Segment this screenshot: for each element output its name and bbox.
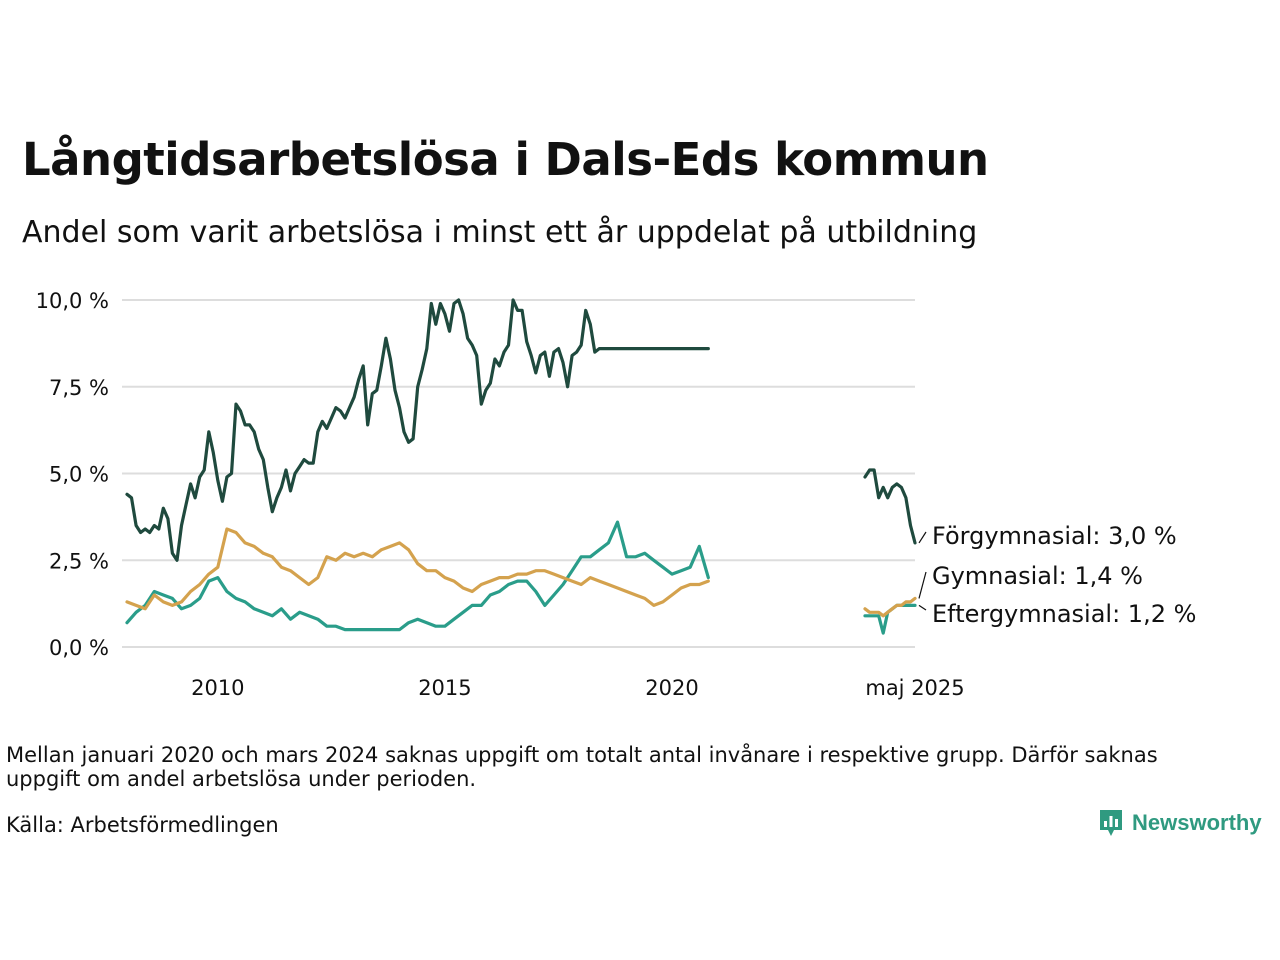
end-labels: Förgymnasial: 3,0 % Gymnasial: 1,4 % Efter… bbox=[918, 522, 1196, 628]
y-tick-label: 0,0 % bbox=[49, 636, 109, 660]
end-label-forgymnasial: Förgymnasial: 3,0 % bbox=[932, 522, 1177, 550]
series-line-forgymnasial bbox=[863, 468, 917, 545]
source-text: Källa: Arbetsförmedlingen bbox=[6, 813, 279, 837]
series-line-gymnasial bbox=[863, 596, 917, 618]
series-line-eftergymnasial bbox=[125, 520, 710, 632]
x-tick-label: 2020 bbox=[645, 676, 698, 700]
line-chart: 0,0 % 2,5 % 5,0 % 7,5 % 10,0 % 2010 2015 2020 m… bbox=[36, 289, 1197, 700]
series-lines bbox=[125, 298, 917, 635]
footnote: Mellan januari 2020 och mars 2024 saknas… bbox=[6, 743, 1158, 791]
brand-name: Newsworthy bbox=[1132, 810, 1262, 835]
end-label-eftergymnasial: Eftergymnasial: 1,2 % bbox=[932, 600, 1196, 628]
label-leader-line bbox=[918, 604, 927, 611]
x-tick-label: 2010 bbox=[191, 676, 244, 700]
y-tick-label: 5,0 % bbox=[49, 463, 109, 487]
chart-subtitle: Andel som varit arbetslösa i minst ett å… bbox=[22, 215, 978, 250]
x-axis-ticks: 2010 2015 2020 maj 2025 bbox=[191, 676, 965, 700]
y-axis-ticks: 0,0 % 2,5 % 5,0 % 7,5 % 10,0 % bbox=[36, 289, 109, 660]
x-tick-label: maj 2025 bbox=[865, 676, 964, 700]
brand-logo: Newsworthy bbox=[1098, 808, 1262, 838]
grid-lines bbox=[122, 299, 915, 648]
label-leader-line bbox=[918, 571, 927, 599]
y-tick-label: 10,0 % bbox=[36, 289, 109, 313]
series-line-forgymnasial bbox=[125, 298, 710, 562]
x-tick-label: 2015 bbox=[418, 676, 471, 700]
y-tick-label: 2,5 % bbox=[49, 549, 109, 573]
y-tick-label: 7,5 % bbox=[49, 376, 109, 400]
label-leader-line bbox=[918, 531, 927, 544]
end-label-gymnasial: Gymnasial: 1,4 % bbox=[932, 562, 1143, 590]
newsworthy-logo-icon bbox=[1100, 810, 1122, 836]
series-line-gymnasial bbox=[125, 527, 710, 611]
chart-title: Långtidsarbetslösa i Dals-Eds kommun bbox=[22, 133, 989, 186]
